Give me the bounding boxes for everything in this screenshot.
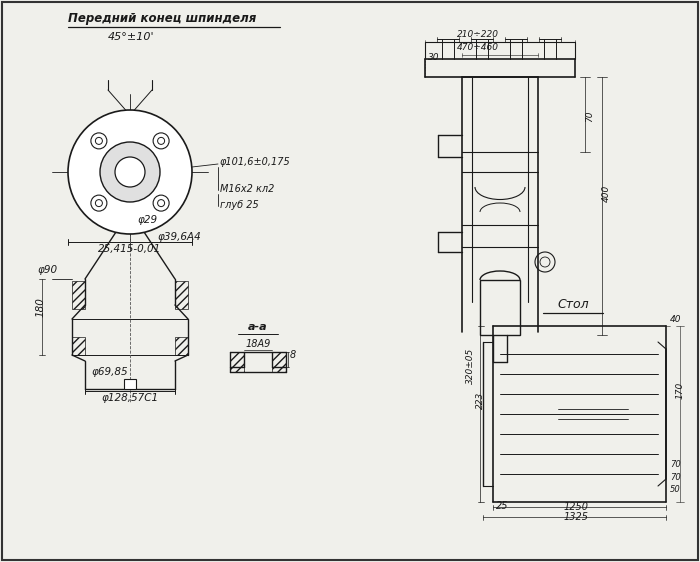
Text: φ69,85: φ69,85	[92, 367, 129, 377]
Text: 210÷220: 210÷220	[457, 30, 499, 39]
Text: φ29: φ29	[138, 215, 158, 225]
Text: 170: 170	[676, 382, 685, 399]
Text: 45°±10': 45°±10'	[108, 32, 155, 42]
Text: φ128,57C1: φ128,57C1	[102, 393, 159, 403]
Text: 40: 40	[670, 315, 682, 324]
Bar	[230, 352, 244, 372]
Text: 1250: 1250	[564, 502, 589, 512]
Text: a-a: a-a	[248, 322, 268, 332]
Text: 320±05: 320±05	[466, 348, 475, 384]
Text: 70: 70	[585, 111, 594, 122]
Text: Передний конец шпинделя: Передний конец шпинделя	[68, 12, 256, 25]
Text: 180: 180	[35, 297, 45, 317]
Text: 30: 30	[428, 53, 440, 62]
Bar	[480, 280, 520, 335]
Text: φ39,6A4: φ39,6A4	[158, 232, 202, 242]
Text: Стол: Стол	[557, 298, 589, 311]
Text: 50: 50	[670, 485, 680, 494]
Text: 70: 70	[670, 460, 680, 469]
Circle shape	[153, 195, 169, 211]
Circle shape	[91, 195, 107, 211]
Circle shape	[91, 133, 107, 149]
Bar	[124, 379, 136, 389]
Text: 8: 8	[290, 350, 296, 360]
Text: 1325: 1325	[564, 512, 589, 522]
Circle shape	[115, 157, 145, 187]
Bar	[175, 281, 188, 309]
Text: 223: 223	[475, 392, 484, 409]
Text: 25: 25	[496, 501, 508, 511]
Text: 18A9: 18A9	[245, 339, 271, 349]
Circle shape	[153, 133, 169, 149]
Bar	[72, 337, 85, 355]
Text: M16x2 кл2: M16x2 кл2	[220, 184, 274, 194]
Circle shape	[100, 142, 160, 202]
Text: 400: 400	[602, 185, 611, 202]
Bar	[72, 281, 85, 309]
Text: глуб 25: глуб 25	[220, 200, 259, 210]
Text: 70: 70	[670, 473, 680, 482]
Text: 470÷460: 470÷460	[457, 43, 499, 52]
Bar	[175, 337, 188, 355]
Bar	[272, 352, 286, 372]
Circle shape	[68, 110, 192, 234]
Text: 25,415-0,01: 25,415-0,01	[99, 244, 162, 254]
Text: φ101,6±0,175: φ101,6±0,175	[220, 157, 290, 167]
Text: φ90: φ90	[38, 265, 58, 275]
